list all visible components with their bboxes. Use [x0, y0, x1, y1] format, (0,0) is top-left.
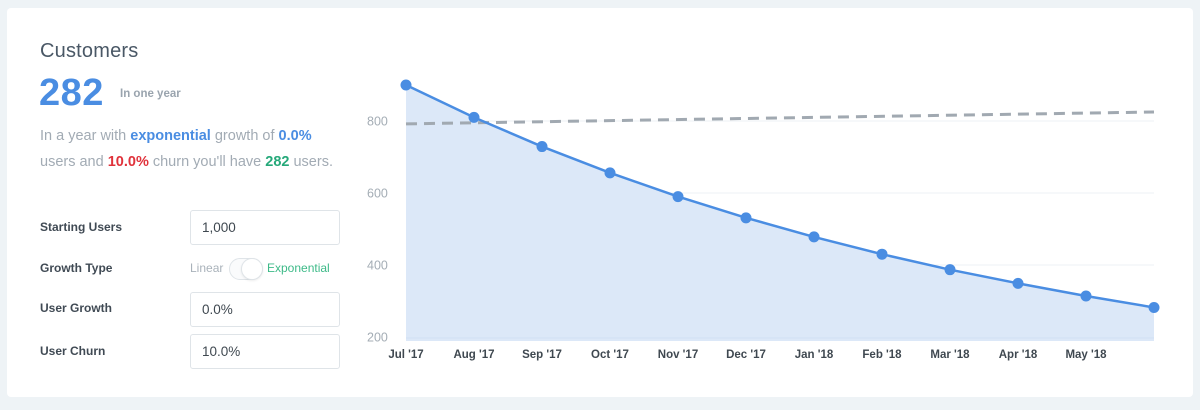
data-point-marker — [604, 167, 616, 179]
y-tick-label: 600 — [367, 187, 388, 201]
data-point-marker — [400, 79, 412, 91]
data-point-marker — [1012, 277, 1024, 289]
data-point-marker — [1148, 301, 1160, 313]
growth-type-option-linear[interactable]: Linear — [190, 261, 224, 275]
data-point-marker — [876, 248, 888, 260]
summary-text-segment: churn you'll have — [148, 153, 266, 170]
summary-text-segment: users and — [40, 153, 108, 170]
user-growth-input[interactable] — [190, 292, 340, 327]
x-tick-label: Oct '17 — [591, 349, 629, 361]
x-tick-label: Feb '18 — [862, 349, 902, 361]
x-tick-label: May '18 — [1065, 349, 1107, 361]
result-caption: In one year — [120, 88, 181, 100]
summary-text: In a year with exponential growth of 0.0… — [40, 124, 350, 175]
customers-panel: Customers 282 In one year In a year with… — [7, 8, 367, 397]
data-point-marker — [536, 141, 548, 153]
summary-growth-type: exponential — [130, 128, 211, 144]
y-tick-label: 200 — [367, 331, 388, 345]
summary-churn-rate: 10.0% — [107, 153, 149, 170]
user-churn-input[interactable] — [190, 334, 340, 369]
x-tick-label: Nov '17 — [658, 349, 698, 361]
x-tick-label: Dec '17 — [726, 349, 766, 361]
x-tick-label: Sep '17 — [522, 349, 562, 361]
customers-card: Customers 282 In one year In a year with… — [7, 8, 1193, 397]
x-tick-label: Apr '18 — [999, 349, 1038, 361]
growth-type-toggle-row: Linear Exponential — [190, 258, 350, 280]
summary-growth-rate: 0.0% — [278, 128, 312, 144]
user-growth-label: User Growth — [40, 301, 113, 315]
x-tick-label: Jul '17 — [388, 349, 423, 361]
card-title: Customers — [40, 40, 139, 62]
data-point-marker — [808, 231, 820, 243]
growth-type-option-exponential[interactable]: Exponential — [267, 261, 330, 275]
reference-dashed-line — [405, 110, 1155, 126]
summary-text-segment: growth of — [210, 128, 279, 144]
data-point-marker — [1080, 290, 1092, 302]
data-point-marker — [740, 212, 752, 224]
data-point-marker — [672, 191, 684, 203]
x-tick-label: Aug '17 — [453, 349, 494, 361]
summary-prefix: In a year with — [40, 128, 131, 144]
toggle-knob — [241, 258, 263, 280]
starting-users-label: Starting Users — [40, 220, 123, 234]
summary-final-users: 282 — [265, 153, 290, 170]
result-value: 282 — [39, 72, 104, 114]
starting-users-input[interactable] — [190, 210, 340, 245]
summary-suffix: users. — [289, 153, 333, 170]
data-point-marker — [468, 111, 480, 123]
y-tick-label: 800 — [367, 115, 388, 129]
users-line — [405, 83, 1155, 309]
growth-type-label: Growth Type — [40, 261, 113, 275]
y-tick-label: 400 — [367, 259, 388, 273]
users-area-fill — [406, 85, 1154, 341]
growth-type-toggle[interactable] — [229, 258, 263, 280]
x-tick-label: Mar '18 — [930, 349, 970, 361]
user-churn-label: User Churn — [40, 344, 106, 358]
x-tick-label: Jan '18 — [795, 349, 834, 361]
data-point-marker — [944, 264, 956, 276]
